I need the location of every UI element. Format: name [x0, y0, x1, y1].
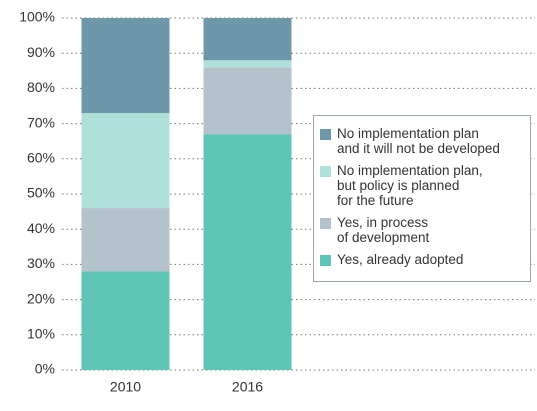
legend-item: No implementation plan, but policy is pl…	[320, 163, 524, 208]
bar-segment	[81, 208, 170, 272]
bar-segment	[203, 60, 292, 68]
legend-item: No implementation plan and it will not b…	[320, 126, 524, 156]
legend-label: No implementation plan, but policy is pl…	[337, 163, 483, 208]
bar-segment	[203, 67, 292, 135]
legend-item: Yes, in process of development	[320, 215, 524, 245]
legend-swatch	[320, 255, 331, 266]
y-tick-label: 80%	[27, 79, 55, 95]
legend-swatch	[320, 218, 331, 229]
y-tick-label: 40%	[27, 220, 55, 236]
y-tick-label: 90%	[27, 44, 55, 60]
y-tick-label: 100%	[19, 9, 55, 25]
x-tick-label: 2010	[110, 379, 141, 395]
legend: No implementation plan and it will not b…	[313, 115, 531, 282]
y-tick-label: 70%	[27, 114, 55, 130]
y-tick-label: 60%	[27, 150, 55, 166]
y-tick-label: 0%	[35, 361, 55, 377]
y-tick-label: 30%	[27, 255, 55, 271]
bar-segment	[203, 18, 292, 61]
legend-swatch	[320, 166, 331, 177]
bar-segment	[81, 18, 170, 114]
legend-item: Yes, already adopted	[320, 252, 524, 267]
x-tick-label: 2016	[232, 379, 263, 395]
y-tick-label: 20%	[27, 290, 55, 306]
bar-segment	[81, 271, 170, 370]
legend-swatch	[320, 129, 331, 140]
y-tick-label: 50%	[27, 185, 55, 201]
bar-segment	[203, 134, 292, 370]
legend-label: No implementation plan and it will not b…	[337, 126, 500, 156]
y-tick-label: 10%	[27, 326, 55, 342]
legend-label: Yes, in process of development	[337, 215, 430, 245]
bar-segment	[81, 113, 170, 209]
legend-label: Yes, already adopted	[337, 252, 464, 267]
